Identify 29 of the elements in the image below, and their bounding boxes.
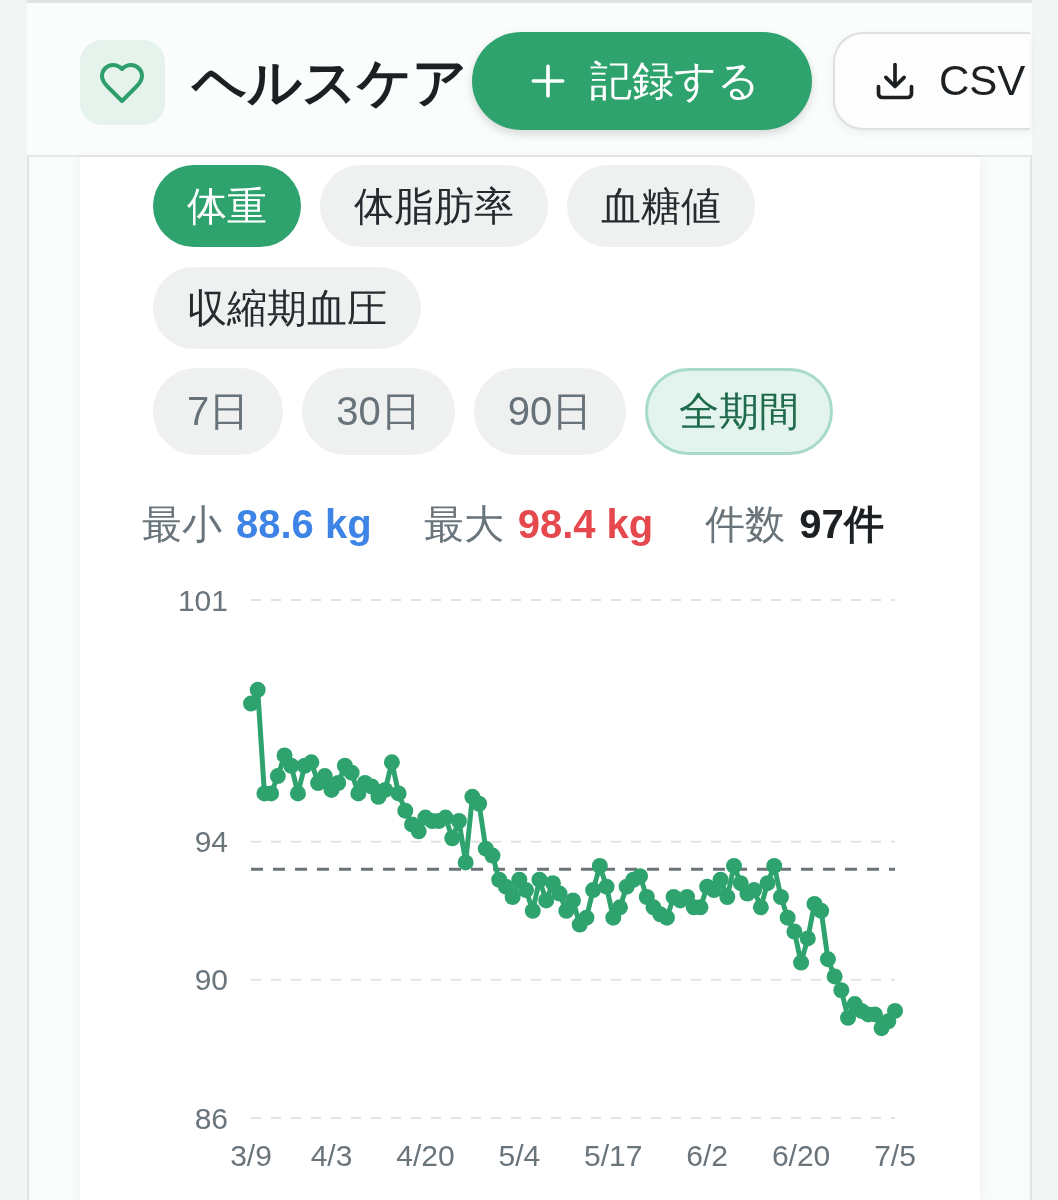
button: CSV [833,32,1030,130]
x-tick-label: 6/20 [771,1139,831,1172]
x-tick-label: 4/20 [396,1139,455,1172]
text: 体重 [153,165,301,247]
x-tick-label: 4/3 [310,1139,353,1172]
text: 88.6 kg [236,501,372,548]
x-tick-label: 5/4 [498,1139,541,1172]
text: 最小 [142,501,222,548]
text: 血糖値 [567,165,755,247]
button: 記録する [472,32,812,130]
text: 件数 [705,501,786,548]
y-tick-label: 86 [194,1101,228,1135]
text: 全期間 [645,368,834,455]
y-tick-label: 94 [194,825,228,859]
text: 7日 [153,368,284,455]
x-tick-label: 7/5 [874,1139,916,1172]
x-tick-label: 6/2 [686,1139,729,1172]
x-tick-label: 3/9 [230,1139,272,1172]
text: 30日 [302,368,455,455]
y-tick-label: 90 [194,963,228,997]
text: 収縮期血圧 [153,267,421,349]
text: 体脂肪率 [320,165,548,247]
chart-title: ヘルスケア [192,51,467,114]
text: 98.4 kg [517,501,654,548]
y-tick-label: 101 [177,583,228,617]
x-tick-label: 5/17 [584,1139,643,1172]
text: 最大 [423,501,504,548]
text: 97件 [799,501,884,548]
text: 90日 [473,368,627,455]
